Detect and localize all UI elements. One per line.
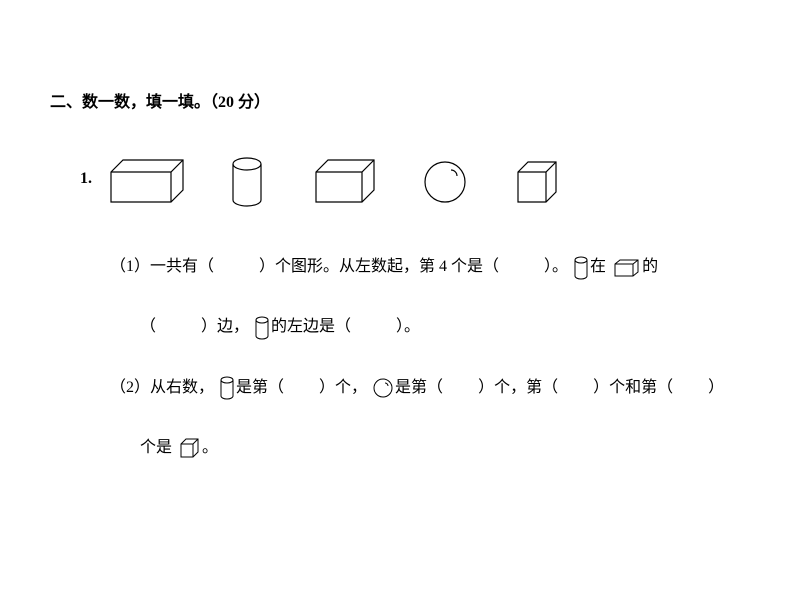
text: ）。 (544, 258, 568, 275)
text: ）个和第（ (593, 379, 673, 396)
shapes-row (101, 156, 560, 208)
sphere-small-icon (373, 378, 393, 398)
cylinder-small-icon (220, 376, 234, 400)
sphere-icon (423, 160, 467, 204)
text: （2）从右数， (110, 379, 214, 396)
text: 。 (202, 439, 218, 456)
question-1: 1. (80, 156, 750, 465)
cylinder-small-icon (574, 256, 588, 280)
text: 的左边是（ (271, 318, 351, 335)
text: 在 (590, 258, 606, 275)
line-2: （ ）边， 的左边是（ ）。 (140, 309, 750, 344)
line-4: 个是 。 (140, 430, 750, 465)
text: （1）一共有（ (110, 258, 214, 275)
text: ）边， (201, 318, 249, 335)
line-3: （2）从右数， 是第（ ）个， 是第（ ）个，第（ ）个和第（ ） (110, 370, 750, 405)
section-title: 二、数一数，填一填。（20 分） (50, 90, 750, 116)
text: 是第（ (395, 379, 443, 396)
cylinder-icon (231, 156, 263, 208)
text: 是第（ (236, 379, 284, 396)
line-1: （1）一共有（ ）个图形。从左数起，第 4 个是（ ）。 在 的 (110, 249, 750, 284)
cuboid-small-icon (612, 258, 640, 278)
text: ） (708, 379, 724, 396)
text: 个是 (140, 439, 172, 456)
text: 的 (642, 258, 658, 275)
text: ）个图形。从左数起，第 4 个是（ (259, 258, 499, 275)
cube-icon (512, 158, 560, 206)
cuboid-icon (101, 158, 186, 206)
question-number: 1. (80, 166, 92, 192)
text: ）个， (319, 379, 367, 396)
cylinder-small-icon (255, 316, 269, 340)
cube-small-icon (178, 437, 200, 459)
text: （ (140, 318, 156, 335)
text: ）个，第（ (478, 379, 558, 396)
text: ）。 (396, 318, 420, 335)
cuboid2-icon (308, 158, 378, 206)
